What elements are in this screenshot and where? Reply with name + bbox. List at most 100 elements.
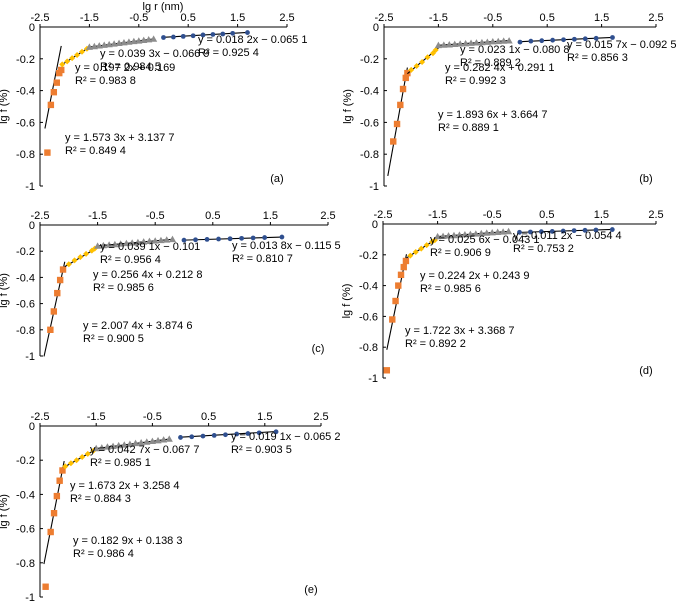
fit-r-squared: R² = 0.810 7 bbox=[232, 253, 293, 265]
x-tick-label: 2.5 bbox=[313, 411, 328, 423]
data-point bbox=[47, 326, 54, 333]
data-point bbox=[50, 88, 58, 96]
data-point bbox=[500, 37, 508, 44]
y-axis-title: lg f (%) bbox=[0, 494, 10, 529]
series-square: y = 1.893 6x + 3.664 7R² = 0.889 1 bbox=[387, 67, 547, 177]
data-point bbox=[128, 239, 136, 246]
panel-c: -2.5 -1.5 -0.5 0.5 1.5 2.5 0 -0.2 -0.4 -0.6 -0.8 -1… bbox=[0, 210, 341, 363]
series-diamond: y = 0.224 2x + 0.243 9R² = 0.985 6 bbox=[406, 237, 529, 295]
data-point bbox=[472, 230, 480, 237]
series-circle: y = 0.018 2x − 0.065 1R² = 0.925 4 bbox=[161, 30, 307, 59]
data-point bbox=[122, 239, 130, 247]
y-tick-label: -0.6 bbox=[359, 311, 378, 323]
data-point bbox=[467, 39, 475, 46]
data-point bbox=[160, 436, 168, 443]
fit-r-squared: R² = 0.984 5 bbox=[100, 61, 161, 73]
panel-label: (d) bbox=[639, 365, 652, 377]
x-tick-label: -0.5 bbox=[483, 209, 502, 221]
data-point bbox=[110, 40, 118, 47]
data-point bbox=[419, 58, 426, 65]
data-point bbox=[439, 232, 447, 239]
data-point bbox=[472, 39, 481, 46]
data-point bbox=[42, 583, 49, 590]
data-point bbox=[181, 237, 187, 243]
data-point bbox=[494, 228, 502, 235]
data-point bbox=[53, 492, 61, 500]
data-point bbox=[395, 282, 402, 289]
y-axis-title: lg f (%) bbox=[0, 89, 10, 124]
series-square: y = 1.673 2x + 3.258 4R² = 0.884 3 bbox=[42, 460, 179, 590]
fit-equation: y = 1.722 3x + 3.368 7 bbox=[405, 325, 514, 337]
data-point bbox=[163, 236, 171, 243]
data-point bbox=[423, 242, 430, 249]
series-triangle: y = 0.023 1x − 0.080 8R² = 0.889 2 bbox=[434, 37, 569, 69]
x-tick-label: 0.5 bbox=[181, 12, 196, 24]
x-tick-label: -2.5 bbox=[31, 210, 50, 222]
panel-label: (a) bbox=[270, 173, 283, 185]
fit-equation: y = 0.182 9x + 0.138 3 bbox=[73, 535, 182, 547]
y-tick-label: -0.2 bbox=[359, 250, 378, 262]
data-point bbox=[157, 236, 165, 244]
data-point bbox=[117, 240, 125, 247]
fit-equation: y = 0.042 7x − 0.067 7 bbox=[90, 444, 199, 456]
data-point bbox=[210, 32, 216, 37]
data-point bbox=[67, 460, 74, 467]
data-point bbox=[397, 271, 405, 279]
data-point bbox=[230, 30, 236, 36]
fit-equation: y = 0.023 1x − 0.080 8 bbox=[460, 44, 569, 56]
x-tick-label: -1.5 bbox=[88, 210, 107, 222]
series-circle: y = 0.019 1x − 0.065 2R² = 0.903 5 bbox=[178, 429, 340, 456]
data-point bbox=[84, 450, 91, 457]
fit-r-squared: R² = 0.753 2 bbox=[513, 243, 574, 255]
fit-equation: y = 0.282 4x + 0.291 1 bbox=[445, 62, 554, 74]
data-point bbox=[582, 227, 588, 233]
data-point bbox=[95, 42, 103, 49]
x-tick-label: -1.5 bbox=[80, 12, 99, 24]
data-point bbox=[54, 289, 61, 297]
data-point bbox=[572, 36, 577, 42]
data-point bbox=[83, 250, 90, 257]
y-tick-label: -0.6 bbox=[360, 117, 379, 129]
y-tick-label: -0.2 bbox=[360, 54, 379, 66]
data-point bbox=[245, 30, 250, 35]
data-point bbox=[44, 149, 51, 156]
data-point bbox=[50, 308, 58, 315]
fit-equation: y = 0.025 6x − 0.043 1 bbox=[430, 234, 539, 246]
data-point bbox=[483, 38, 491, 45]
data-point bbox=[220, 31, 226, 37]
data-point bbox=[400, 263, 407, 271]
y-tick-label: -1 bbox=[25, 351, 35, 363]
x-tick-label: 1.5 bbox=[230, 12, 245, 24]
x-tick-label: -0.5 bbox=[483, 12, 502, 24]
data-point bbox=[273, 429, 279, 435]
data-point bbox=[211, 433, 217, 438]
data-point bbox=[499, 228, 507, 235]
data-point bbox=[461, 231, 469, 238]
data-point bbox=[418, 245, 425, 252]
data-point bbox=[389, 316, 396, 323]
fit-r-squared: R² = 0.900 5 bbox=[83, 333, 144, 345]
x-tick-label: -1.5 bbox=[87, 411, 106, 423]
y-axis-title: lg f (%) bbox=[342, 89, 354, 124]
y-tick-label: -0.4 bbox=[359, 281, 378, 293]
panel-label: (c) bbox=[312, 343, 325, 355]
fit-equation: y = 1.893 6x + 3.664 7 bbox=[438, 109, 547, 121]
x-tick-label: 0.5 bbox=[539, 209, 554, 221]
x-tick-label: -1.5 bbox=[428, 209, 447, 221]
series-circle: y = 0.013 8x − 0.115 5R² = 0.810 7 bbox=[181, 234, 341, 265]
y-tick-label: -0.8 bbox=[16, 325, 35, 337]
data-point bbox=[538, 229, 544, 235]
y-tick-label: -0.4 bbox=[16, 86, 35, 98]
data-point bbox=[145, 35, 153, 43]
x-tick-label: -2.5 bbox=[31, 12, 50, 24]
data-point bbox=[62, 463, 69, 470]
data-point bbox=[397, 101, 404, 109]
fit-r-squared: R² = 0.983 8 bbox=[75, 75, 136, 87]
data-point bbox=[528, 38, 534, 44]
data-point bbox=[137, 438, 145, 446]
series-circle: y = 0.011 2x − 0.054 4R² = 0.753 2 bbox=[513, 227, 622, 255]
fit-equation: y = 0.256 4x + 0.212 8 bbox=[93, 269, 202, 281]
fit-r-squared: R² = 0.992 3 bbox=[445, 75, 506, 87]
data-point bbox=[94, 242, 102, 249]
